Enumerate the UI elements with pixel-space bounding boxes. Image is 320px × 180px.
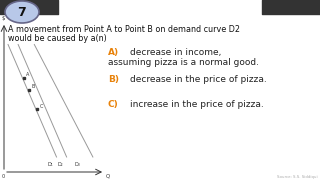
Text: D₃: D₃ bbox=[75, 162, 81, 167]
Ellipse shape bbox=[5, 1, 39, 23]
Text: B): B) bbox=[108, 75, 119, 84]
Text: assuming pizza is a normal good.: assuming pizza is a normal good. bbox=[108, 58, 259, 67]
Text: B: B bbox=[31, 84, 35, 89]
Text: decrease in income,: decrease in income, bbox=[130, 48, 221, 57]
Text: D₂: D₂ bbox=[58, 162, 63, 167]
Text: $: $ bbox=[1, 16, 5, 21]
Text: would be caused by a(n): would be caused by a(n) bbox=[8, 34, 107, 43]
Text: Q: Q bbox=[106, 174, 110, 179]
Text: 0: 0 bbox=[1, 174, 4, 179]
Text: Source: S.S. Siddiqui: Source: S.S. Siddiqui bbox=[277, 175, 318, 179]
Text: A movement from Point A to Point B on demand curve D2: A movement from Point A to Point B on de… bbox=[8, 25, 240, 34]
Text: increase in the price of pizza.: increase in the price of pizza. bbox=[130, 100, 264, 109]
Text: A): A) bbox=[108, 48, 119, 57]
Text: decrease in the price of pizza.: decrease in the price of pizza. bbox=[130, 75, 267, 84]
Text: A: A bbox=[26, 71, 29, 76]
Text: 7: 7 bbox=[18, 6, 26, 19]
Text: C): C) bbox=[108, 100, 119, 109]
Text: D₁: D₁ bbox=[48, 162, 53, 167]
Text: C: C bbox=[39, 104, 43, 109]
